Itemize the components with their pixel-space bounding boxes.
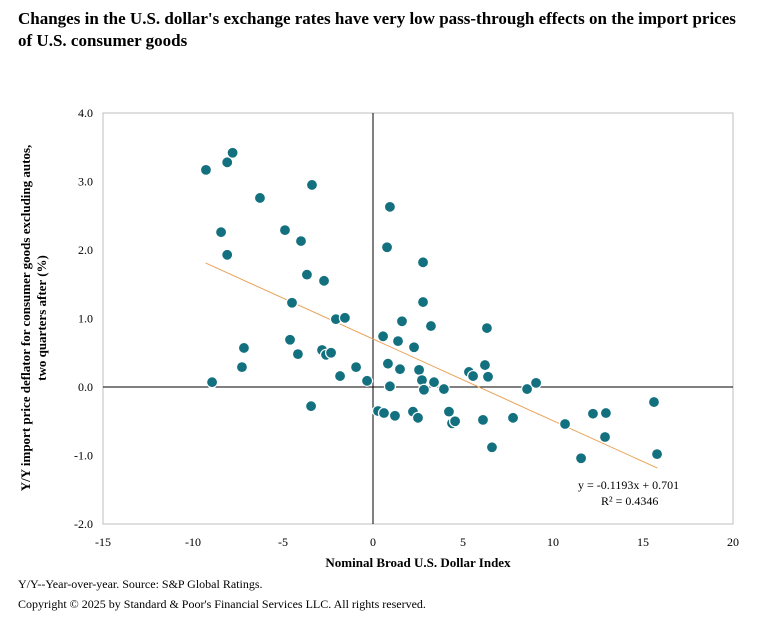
data-point (235, 361, 249, 374)
data-point (283, 333, 297, 346)
data-point (291, 348, 305, 361)
y-tick-label: 0.0 (78, 380, 93, 394)
y-tick-label: 1.0 (78, 312, 93, 326)
y-axis-label-line1: Y/Y import price deflator for consumer g… (18, 145, 33, 492)
data-point (226, 146, 239, 159)
y-tick-label: -1.0 (74, 449, 93, 463)
x-tick-label: 5 (460, 535, 466, 549)
data-point (304, 400, 318, 413)
data-point (383, 200, 397, 213)
data-point (376, 330, 390, 343)
trendline (205, 262, 658, 469)
data-point (437, 382, 451, 396)
data-point (412, 363, 426, 376)
y-tick-label: -2.0 (74, 517, 93, 531)
data-point (221, 156, 234, 169)
data-point (294, 234, 308, 248)
data-point (411, 411, 425, 424)
data-point (520, 382, 534, 396)
data-point (599, 406, 613, 420)
data-point (427, 376, 441, 389)
data-point (448, 415, 462, 428)
y-tick-label: 4.0 (78, 106, 93, 120)
data-point (529, 376, 543, 389)
data-point (300, 268, 314, 281)
data-point (377, 406, 391, 420)
x-tick-label: 20 (727, 535, 739, 549)
data-point (253, 191, 267, 205)
trend-r2: R² = 0.4346 (601, 494, 658, 508)
plot-frame (102, 112, 734, 525)
data-point (416, 295, 430, 309)
data-point (407, 341, 421, 354)
data-point (481, 370, 495, 383)
data-point (476, 413, 490, 426)
x-tick-label: -15 (95, 535, 111, 549)
y-axis-label-line2: two quarters after (%) (34, 255, 49, 381)
x-tick-label: 10 (547, 535, 559, 549)
footnote: Y/Y--Year-over-year. Source: S&P Global … (18, 577, 263, 591)
x-tick-label: -5 (278, 535, 288, 549)
copyright: Copyright © 2025 by Standard & Poor's Fi… (18, 597, 426, 611)
data-point (442, 405, 456, 418)
data-point (417, 383, 431, 396)
data-point (324, 346, 338, 359)
chart-title: Changes in the U.S. dollar's exchange ra… (18, 9, 736, 50)
data-point (285, 296, 299, 309)
data-point (338, 311, 352, 324)
data-point (388, 409, 402, 422)
x-tick-label: 15 (637, 535, 649, 549)
data-point (317, 274, 331, 287)
data-point (424, 319, 438, 333)
data-point (199, 163, 213, 176)
data-point (558, 417, 572, 431)
data-point (237, 341, 251, 355)
data-point (506, 411, 520, 424)
data-point (647, 395, 661, 409)
y-tick-label: 3.0 (78, 175, 93, 189)
data-point (205, 376, 219, 389)
data-point (278, 224, 292, 237)
x-tick-label: 0 (370, 535, 376, 549)
data-point (395, 315, 409, 328)
data-point (393, 363, 407, 376)
data-point (381, 357, 395, 370)
data-point (650, 448, 664, 461)
data-point (305, 178, 319, 192)
data-point (598, 430, 612, 444)
trend-equation: y = -0.1193x + 0.701 (578, 478, 679, 492)
data-point (586, 407, 600, 420)
data-point (349, 361, 363, 374)
data-point (380, 241, 394, 254)
data-point (333, 369, 347, 383)
data-point (416, 256, 430, 269)
y-tick-label: 2.0 (78, 243, 93, 257)
x-axis-label: Nominal Broad U.S. Dollar Index (325, 555, 511, 570)
data-point (360, 374, 374, 387)
data-point (478, 358, 492, 372)
x-tick-label: -10 (185, 535, 201, 549)
data-point (574, 452, 588, 465)
data-point (383, 380, 397, 393)
data-point (485, 441, 499, 454)
data-point (480, 321, 494, 335)
data-point (214, 226, 228, 239)
data-point (466, 369, 480, 383)
data-point (391, 335, 405, 348)
data-point (221, 248, 234, 261)
